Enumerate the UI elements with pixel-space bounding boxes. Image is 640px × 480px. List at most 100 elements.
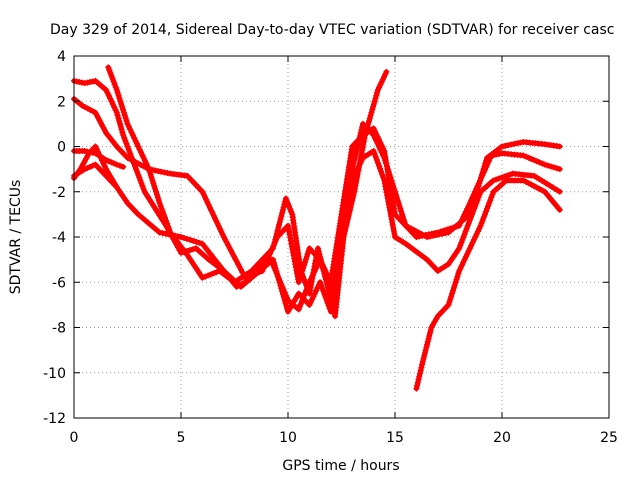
data-point-marker	[105, 92, 112, 99]
data-point-marker	[486, 200, 493, 207]
data-point-marker	[271, 262, 278, 269]
data-point-marker	[286, 203, 293, 210]
data-point-marker	[295, 306, 302, 313]
data-point-marker	[457, 219, 464, 226]
data-point-marker	[377, 165, 384, 172]
data-point-marker	[520, 152, 527, 159]
data-point-marker	[310, 293, 317, 300]
data-point-marker	[276, 279, 283, 286]
data-point-marker	[280, 291, 287, 298]
data-point-marker	[273, 268, 280, 275]
data-point-marker	[466, 200, 473, 207]
x-tick-label: 5	[177, 430, 186, 446]
data-point-marker	[426, 330, 433, 337]
data-point-marker	[320, 267, 327, 274]
data-point-marker	[453, 223, 460, 230]
data-point-marker	[87, 163, 94, 170]
data-point-marker	[165, 223, 172, 230]
data-point-marker	[479, 172, 486, 179]
data-point-marker	[419, 232, 426, 239]
x-tick-label: 25	[600, 430, 618, 446]
data-point-marker	[453, 276, 460, 283]
data-point-marker	[311, 290, 318, 297]
data-point-marker	[270, 245, 277, 252]
data-point-marker	[124, 143, 131, 150]
x-tick-label: 10	[279, 430, 297, 446]
data-point-marker	[155, 168, 162, 175]
data-point-marker	[473, 186, 480, 193]
data-point-marker	[354, 145, 361, 152]
series-track-g	[413, 177, 563, 392]
data-point-marker	[353, 168, 360, 175]
data-point-marker	[105, 158, 112, 165]
data-point-marker	[307, 299, 314, 306]
data-point-marker	[133, 166, 140, 173]
data-point-marker	[474, 228, 481, 235]
data-point-marker	[208, 207, 215, 214]
data-point-marker	[372, 153, 379, 160]
data-point-marker	[508, 141, 515, 148]
data-point-marker	[117, 120, 124, 127]
data-point-marker	[213, 218, 220, 225]
data-point-marker	[136, 174, 143, 181]
data-point-marker	[317, 256, 324, 263]
data-point-marker	[501, 173, 508, 180]
data-point-marker	[156, 229, 163, 236]
data-point-marker	[463, 225, 470, 232]
data-point-marker	[153, 191, 160, 198]
data-point-marker	[149, 177, 156, 184]
data-point-marker	[366, 118, 373, 125]
y-tick-label: -6	[52, 275, 66, 291]
data-point-marker	[418, 364, 425, 371]
data-point-marker	[129, 132, 136, 139]
data-point-marker	[120, 163, 127, 170]
data-point-marker	[113, 184, 120, 191]
data-point-marker	[144, 163, 151, 170]
data-point-marker	[378, 142, 385, 149]
data-point-marker	[283, 302, 290, 309]
data-point-marker	[469, 194, 476, 201]
data-point-marker	[133, 140, 140, 147]
data-point-marker	[92, 143, 99, 150]
data-point-marker	[370, 103, 377, 110]
data-point-marker	[124, 120, 131, 127]
data-point-marker	[465, 248, 472, 255]
data-point-marker	[373, 156, 380, 163]
data-point-marker	[116, 118, 123, 125]
data-point-marker	[472, 202, 479, 209]
data-point-marker	[123, 118, 130, 125]
data-point-marker	[424, 341, 431, 348]
data-point-marker	[275, 224, 282, 231]
data-point-marker	[324, 284, 331, 291]
data-point-marker	[174, 233, 181, 240]
data-point-marker	[297, 300, 304, 307]
data-point-marker	[160, 211, 167, 218]
data-point-marker	[421, 349, 428, 356]
data-point-marker	[468, 242, 475, 249]
data-point-marker	[556, 166, 563, 173]
data-point-marker	[472, 234, 479, 240]
y-axis-label: SDTVAR / TECUs	[8, 180, 24, 295]
data-point-marker	[120, 106, 127, 113]
data-point-marker	[437, 228, 444, 235]
data-point-marker	[357, 160, 364, 167]
data-point-marker	[514, 140, 521, 147]
data-point-marker	[210, 270, 217, 277]
data-point-marker	[270, 242, 277, 249]
data-point-marker	[317, 279, 324, 286]
data-point-marker	[128, 129, 135, 136]
data-point-marker	[455, 270, 462, 277]
data-point-marker	[487, 155, 494, 162]
data-point-marker	[451, 282, 458, 289]
data-point-marker	[121, 112, 128, 119]
data-point-marker	[449, 290, 456, 297]
data-point-marker	[313, 287, 320, 294]
data-point-marker	[488, 194, 495, 201]
data-point-marker	[393, 194, 400, 201]
data-point-marker	[517, 139, 524, 146]
data-point-marker	[297, 267, 304, 274]
data-point-marker	[137, 149, 144, 156]
data-point-marker	[394, 197, 401, 204]
data-point-marker	[205, 272, 212, 279]
data-point-marker	[275, 276, 282, 283]
